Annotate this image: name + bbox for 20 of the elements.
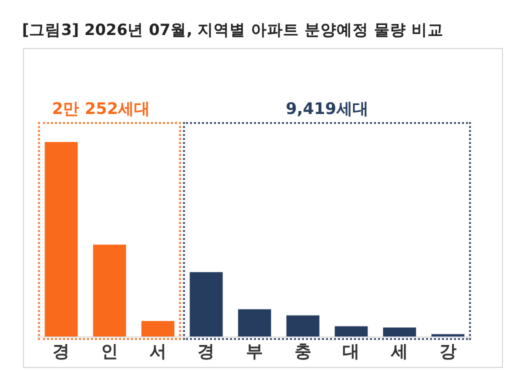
bar [141, 321, 174, 337]
chart-title: [그림3] 2026년 07월, 지역별 아파트 분양예정 물량 비교 [22, 20, 444, 41]
x-tick-label: 충 [294, 342, 312, 362]
x-tick-label: 세 [390, 342, 408, 362]
x-tick-label: 경 [52, 342, 70, 362]
bar [383, 327, 416, 337]
bar [44, 142, 78, 337]
x-tick-label: 대 [342, 342, 360, 362]
x-tick-label: 인 [101, 342, 118, 362]
bar [238, 309, 272, 337]
text: 2만 252세대 [52, 99, 150, 120]
x-tick-label: 부 [246, 342, 263, 362]
x-tick-label: 강 [439, 342, 456, 362]
x-tick-label: 서 [149, 342, 166, 362]
bar [190, 272, 223, 337]
x-tick-label: 경 [198, 342, 215, 362]
bar [93, 244, 126, 337]
bar [286, 315, 320, 337]
text: 9,419세대 [284, 99, 370, 120]
bar [334, 326, 368, 337]
